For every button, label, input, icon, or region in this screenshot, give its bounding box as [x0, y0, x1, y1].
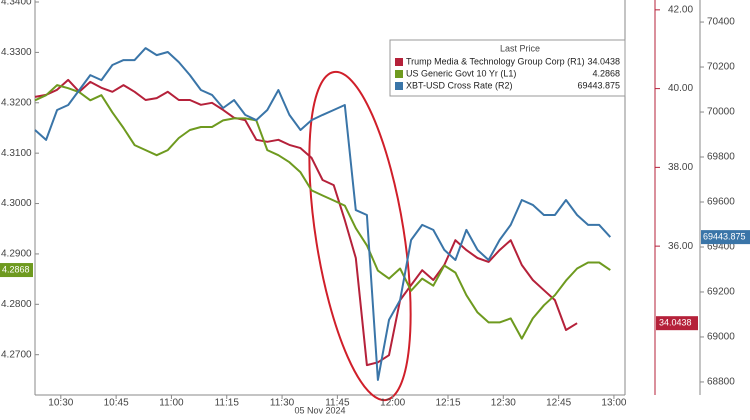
legend-box [389, 39, 626, 97]
last-value-label: 4.2868 [2, 264, 30, 274]
series-line [34, 84, 611, 340]
x-tick-label: 11:00 [159, 398, 184, 409]
series-line [34, 47, 612, 381]
y3-tick-label: 69800 [707, 152, 735, 163]
legend-value: 4.2868 [592, 68, 620, 78]
y3-tick-label: 69400 [707, 242, 735, 253]
legend: Last Price Trump Media & Technology Group… [389, 39, 626, 97]
last-value-label: 34.0438 [659, 318, 692, 328]
y3-tick-label: 70400 [707, 17, 735, 28]
legend-swatch [395, 58, 403, 66]
y2-tick-label: 36.00 [668, 241, 693, 252]
x-axis-label: 05 Nov 2024 [294, 405, 345, 415]
y-tick-label: 4.2800 [1, 299, 32, 310]
y-tick-label: 4.3300 [1, 47, 32, 58]
y3-tick-label: 69000 [707, 332, 735, 343]
y3-tick-label: 70200 [707, 62, 735, 73]
legend-label: XBT-USD Cross Rate (R2) [406, 80, 513, 90]
last-value-badge [701, 230, 750, 245]
y-tick-label: 4.3100 [1, 148, 32, 159]
y-tick-label: 4.3000 [1, 198, 32, 209]
legend-title: Last Price [500, 43, 540, 53]
last-value-badge [656, 316, 698, 331]
x-tick-label: 12:15 [435, 398, 460, 409]
y2-tick-label: 40.00 [668, 83, 693, 94]
x-tick-label: 12:30 [491, 398, 516, 409]
y-tick-label: 4.3400 [1, 0, 32, 8]
x-tick-label: 12:45 [546, 398, 571, 409]
y2-tick-label: 42.00 [668, 4, 693, 15]
annotation-ellipse [308, 70, 412, 402]
legend-value: 34.0438 [587, 56, 620, 66]
legend-value: 69443.875 [577, 80, 620, 90]
legend-label: Trump Media & Technology Group Corp (R1) [406, 56, 585, 66]
y3-tick-label: 68800 [707, 377, 735, 388]
y3-tick-label: 70000 [707, 107, 735, 118]
y-tick-label: 4.2700 [1, 349, 32, 360]
last-value-label: 69443.875 [703, 231, 746, 241]
x-tick-label: 11:45 [325, 398, 350, 409]
x-tick-label: 11:15 [215, 398, 240, 409]
last-value-badge [0, 263, 33, 278]
y2-tick-label: 38.00 [668, 162, 693, 173]
x-tick-label: 10:30 [48, 398, 73, 409]
legend-swatch [395, 82, 403, 90]
x-tick-label: 12:00 [380, 398, 405, 409]
legend-label: US Generic Govt 10 Yr (L1) [406, 68, 516, 78]
y3-tick-label: 69200 [707, 287, 735, 298]
x-tick-label: 13:00 [601, 398, 626, 409]
series-line [34, 78, 578, 367]
x-tick-label: 10:45 [104, 398, 129, 409]
legend-swatch [395, 70, 403, 78]
y3-tick-label: 69600 [707, 197, 735, 208]
y-tick-label: 4.3200 [1, 97, 32, 108]
y-tick-label: 4.2900 [1, 249, 32, 260]
x-tick-label: 11:30 [270, 398, 295, 409]
